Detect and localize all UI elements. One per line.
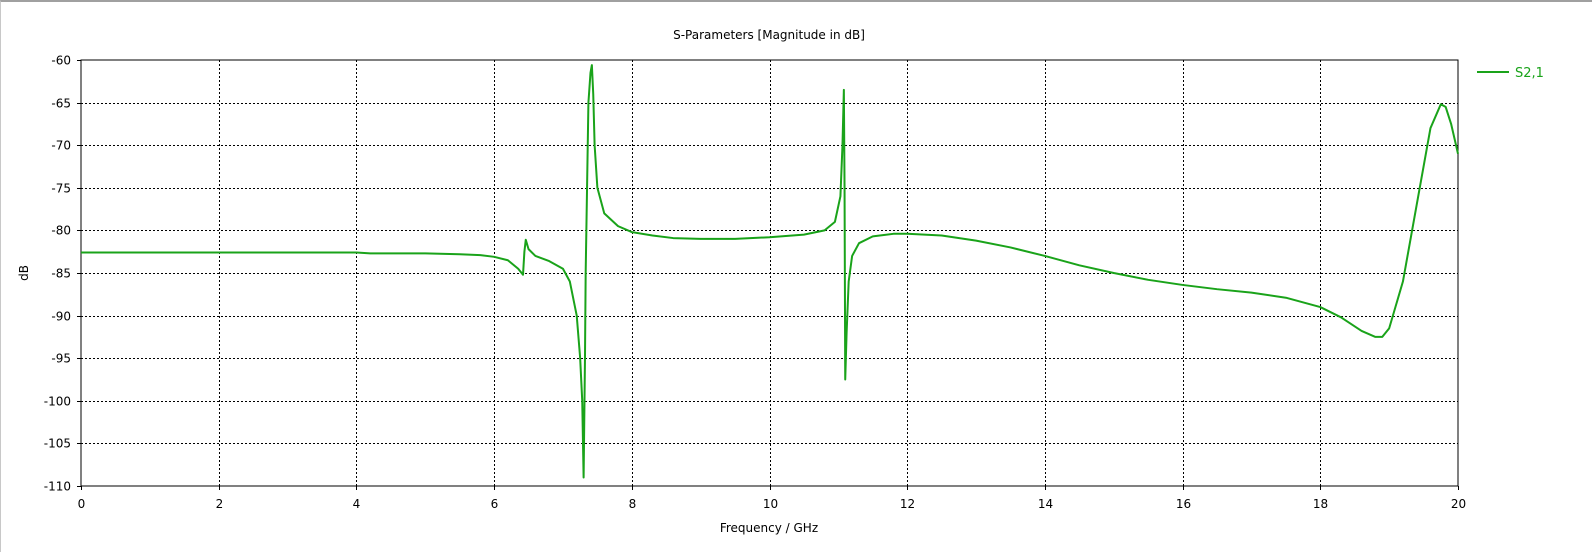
y-tick-label: -105 [44,437,71,451]
y-tick-label: -100 [44,395,71,409]
y-tick-label: -70 [51,139,71,153]
x-tick-label: 4 [353,497,361,511]
series-line-s21 [81,64,1459,479]
legend-entry-s21: S2,1 [1515,66,1544,81]
x-tick-label: 18 [1313,497,1328,511]
y-tick-label: -85 [51,267,71,281]
x-axis-label: Frequency / GHz [720,521,818,535]
y-tick-label: -75 [51,182,71,196]
x-tick-label: 16 [1176,497,1191,511]
x-axis-ticks: 0 2 4 6 8 10 12 14 16 18 20 [78,486,1466,511]
y-tick-label: -95 [51,352,71,366]
x-tick-label: 20 [1451,497,1466,511]
chart-title: S-Parameters [Magnitude in dB] [673,28,865,42]
x-tick-label: 6 [491,497,499,511]
grid-lines [81,60,1458,486]
x-tick-label: 0 [78,497,86,511]
x-tick-label: 14 [1038,497,1053,511]
y-axis-ticks: -60 -65 -70 -75 -80 -85 -90 -95 -100 -105 -110 [44,54,81,494]
y-tick-label: -110 [44,480,71,494]
x-tick-label: 10 [763,497,778,511]
y-tick-label: -65 [51,97,71,111]
y-tick-label: -80 [51,224,71,238]
y-tick-label: -60 [51,54,71,68]
series-lines [81,64,1459,479]
legend[interactable]: S2,1 [1477,66,1544,81]
y-axis-label: dB [17,265,31,281]
y-tick-label: -90 [51,310,71,324]
x-tick-label: 8 [629,497,637,511]
x-tick-label: 12 [900,497,915,511]
x-tick-label: 2 [216,497,224,511]
